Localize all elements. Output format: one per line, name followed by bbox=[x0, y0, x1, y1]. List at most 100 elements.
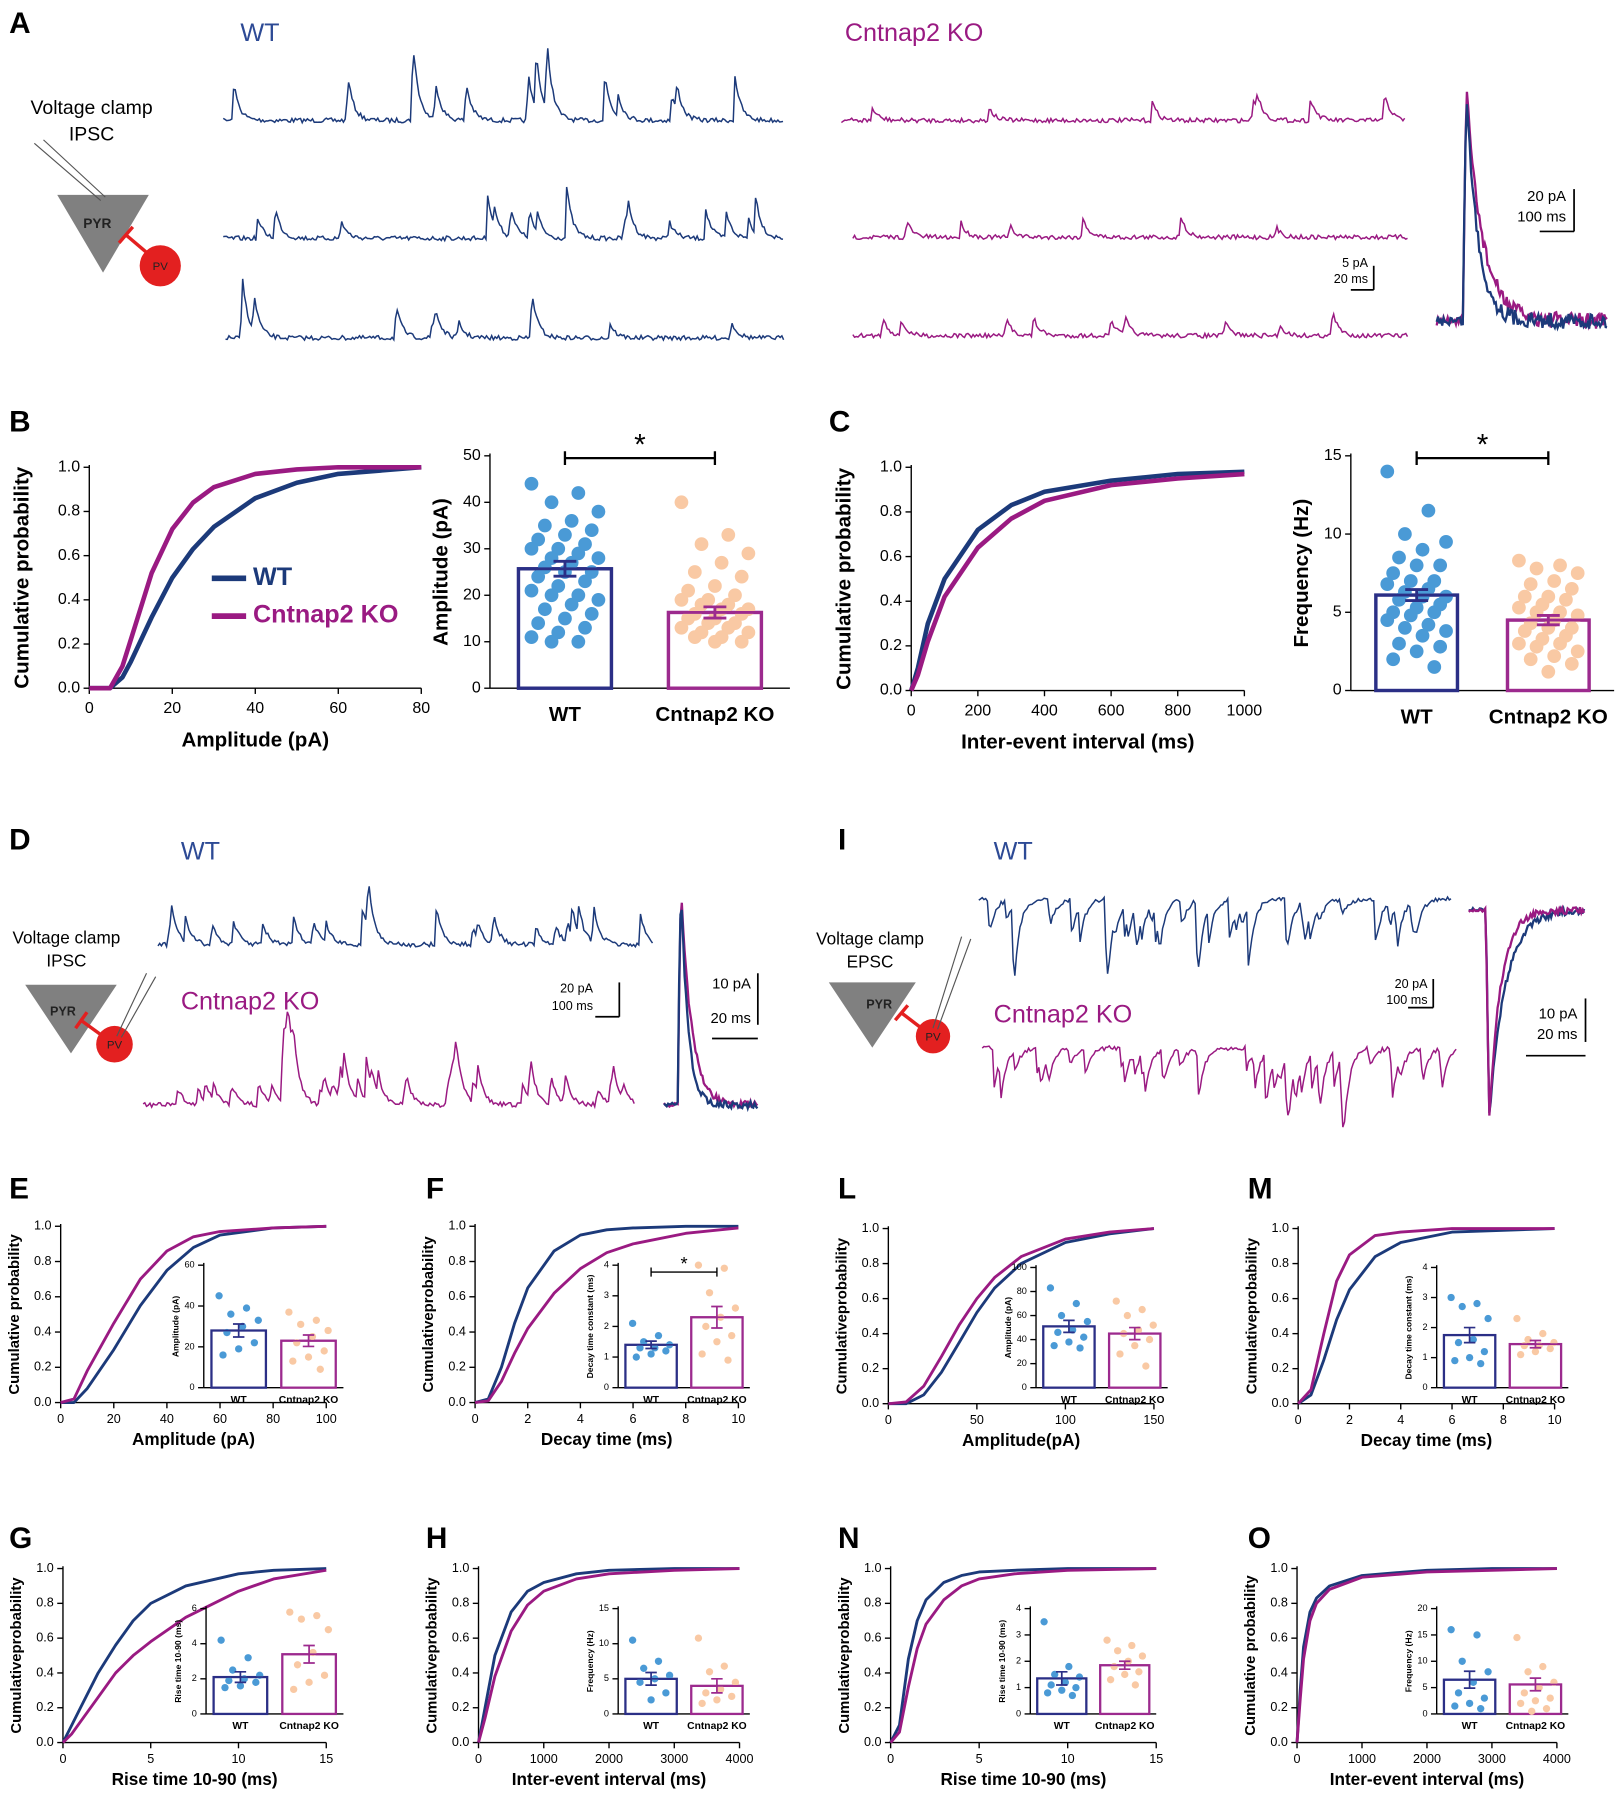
data-point bbox=[1103, 1636, 1111, 1644]
error-bar bbox=[1443, 1326, 1496, 1344]
y-tick-label: 5 bbox=[1333, 603, 1342, 621]
data-point bbox=[674, 593, 689, 607]
data-point bbox=[1149, 1321, 1157, 1329]
y-tick-label: 2 bbox=[1016, 1656, 1021, 1666]
x-axis-label: Inter-event interval (ms) bbox=[1330, 1769, 1525, 1789]
panel-label: H bbox=[426, 1522, 448, 1555]
x-tick-label: WT bbox=[1061, 1395, 1078, 1406]
data-point bbox=[1403, 574, 1418, 588]
y-tick-label: 4 bbox=[1016, 1603, 1021, 1613]
y-tick-label: 0.8 bbox=[864, 1596, 882, 1610]
data-point bbox=[1564, 581, 1579, 596]
data-point bbox=[1047, 1681, 1055, 1689]
error-bar bbox=[691, 1305, 743, 1329]
x-axis-label: Amplitude (pA) bbox=[132, 1429, 255, 1449]
y-tick-label: 0.8 bbox=[448, 1254, 466, 1268]
data-point bbox=[674, 620, 689, 635]
data-point bbox=[1535, 1683, 1543, 1692]
data-point bbox=[728, 1331, 736, 1340]
data-point bbox=[1415, 628, 1430, 643]
data-point bbox=[558, 611, 572, 626]
data-point bbox=[731, 1304, 740, 1312]
x-tick-label: Cntnap2 KO bbox=[279, 1395, 339, 1406]
y-tick-label: 0 bbox=[190, 1382, 195, 1392]
data-point bbox=[1473, 1299, 1481, 1308]
average-trace bbox=[1467, 904, 1586, 1116]
cdf-line bbox=[477, 1567, 740, 1743]
scale-label: 10 pA bbox=[1539, 1006, 1578, 1022]
data-point bbox=[1054, 1328, 1062, 1337]
data-point bbox=[564, 597, 579, 612]
error-bar bbox=[518, 559, 612, 578]
data-point bbox=[1473, 1631, 1481, 1639]
data-point bbox=[1421, 503, 1436, 518]
y-tick-label: 0.2 bbox=[864, 1700, 882, 1714]
x-tick-label: Cntnap2 KO bbox=[279, 1721, 339, 1732]
y-tick-label: 10 bbox=[599, 1638, 609, 1648]
y-tick-label: 0.0 bbox=[36, 1735, 54, 1749]
data-point bbox=[1513, 1633, 1521, 1642]
data-point bbox=[698, 1699, 706, 1708]
x-tick-label: 10 bbox=[1061, 1752, 1075, 1766]
data-point bbox=[687, 565, 702, 579]
data-point bbox=[1114, 1647, 1122, 1655]
x-tick-label: WT bbox=[643, 1721, 660, 1732]
x-tick-label: 0 bbox=[1295, 1413, 1302, 1427]
y-tick-label: 0 bbox=[604, 1382, 609, 1392]
synapse bbox=[124, 233, 150, 256]
y-tick-label: 0.4 bbox=[864, 1665, 882, 1679]
data-point bbox=[1083, 1317, 1092, 1326]
data-point bbox=[1386, 652, 1401, 667]
clamp-label: Voltage clamp bbox=[13, 927, 121, 947]
x-tick-label: 60 bbox=[213, 1412, 227, 1426]
error-bar bbox=[1509, 1677, 1562, 1692]
data-point bbox=[702, 1322, 710, 1331]
pipette bbox=[937, 938, 972, 1030]
pv-cell bbox=[915, 1019, 951, 1054]
data-point bbox=[1524, 1335, 1532, 1344]
data-point bbox=[236, 1682, 245, 1690]
data-point bbox=[724, 1356, 732, 1364]
data-point bbox=[584, 523, 599, 538]
x-tick-label: WT bbox=[231, 1395, 248, 1406]
data-point bbox=[1080, 1333, 1088, 1341]
mode-label: IPSC bbox=[69, 123, 114, 145]
ko-label: Cntnap2 KO bbox=[845, 19, 984, 47]
data-point bbox=[662, 1347, 670, 1355]
y-tick-label: 30 bbox=[463, 539, 481, 557]
significance-label: * bbox=[680, 1253, 687, 1274]
data-point bbox=[289, 1357, 297, 1365]
y-tick-label: 0.6 bbox=[864, 1630, 882, 1644]
y-tick-label: 0.6 bbox=[36, 1630, 54, 1644]
data-point bbox=[694, 1634, 703, 1642]
data-point bbox=[702, 1689, 710, 1697]
x-axis-label: Rise time 10-90 (ms) bbox=[112, 1769, 278, 1789]
data-point bbox=[1523, 577, 1538, 591]
data-point bbox=[1123, 1311, 1132, 1320]
data-point bbox=[1072, 1299, 1080, 1308]
panel-label: A bbox=[9, 7, 31, 40]
x-tick-label: Cntnap2 KO bbox=[1489, 705, 1608, 728]
y-tick-label: 10 bbox=[463, 632, 481, 650]
y-tick-label: 1.0 bbox=[862, 1221, 880, 1235]
data-point bbox=[544, 634, 559, 649]
x-tick-label: 80 bbox=[412, 699, 430, 717]
data-point bbox=[524, 583, 539, 598]
data-point bbox=[1131, 1681, 1140, 1689]
y-tick-label: 1 bbox=[1422, 1352, 1427, 1362]
pyr-label: PYR bbox=[866, 998, 892, 1012]
error-bar bbox=[213, 1670, 268, 1684]
data-point bbox=[647, 1350, 655, 1358]
data-point bbox=[636, 1678, 644, 1687]
data-point bbox=[1517, 589, 1532, 604]
y-tick-label: 1 bbox=[604, 1351, 609, 1361]
data-point bbox=[1380, 613, 1395, 627]
y-axis-label: Decay time constant (ms) bbox=[1403, 1275, 1413, 1379]
x-tick-label: WT bbox=[1462, 1721, 1479, 1732]
y-tick-label: 15 bbox=[1324, 446, 1342, 464]
cdf-line bbox=[1297, 1227, 1555, 1405]
data-point bbox=[544, 495, 559, 510]
y-tick-label: 0.0 bbox=[880, 681, 902, 699]
scale-label: 20 ms bbox=[710, 1011, 751, 1027]
data-point bbox=[1520, 1689, 1529, 1697]
